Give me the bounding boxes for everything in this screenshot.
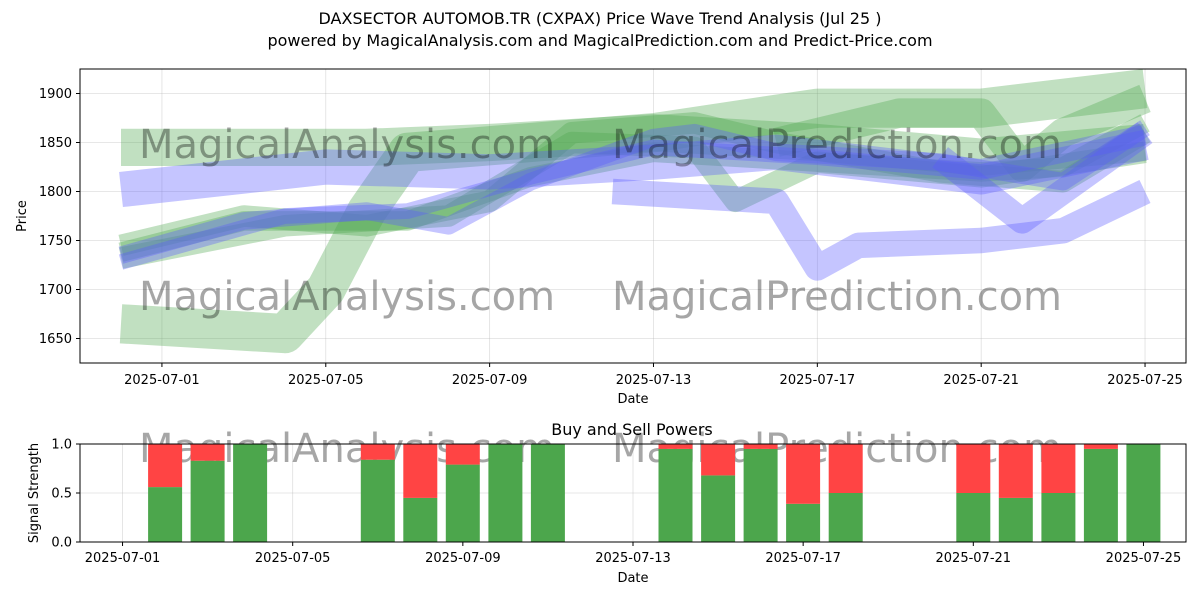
- price-y-tick-label: 1800: [39, 185, 72, 200]
- price-wave-band-blue-10: [932, 122, 1153, 234]
- price-x-tick-label: 2025-07-17: [780, 373, 856, 388]
- power-x-tick-label: 2025-07-25: [1106, 551, 1182, 566]
- power-chart-title: Buy and Sell Powers: [551, 420, 713, 439]
- price-y-tick-label: 1850: [39, 136, 72, 151]
- power-x-tick-label: 2025-07-17: [765, 551, 841, 566]
- price-x-tick-label: 2025-07-13: [616, 373, 692, 388]
- buy-power-bar: [445, 464, 480, 542]
- price-wave-band-green-4: [118, 131, 1147, 269]
- price-y-tick-label: 1650: [39, 332, 72, 347]
- buy-power-bar: [233, 444, 268, 542]
- sell-power-bar: [1041, 444, 1076, 493]
- price-x-axis-label: Date: [617, 392, 648, 407]
- price-x-ticks: 2025-07-01 2025-07-05 2025-07-09 2025-07-13…: [124, 363, 1183, 388]
- sell-power-bar: [956, 444, 991, 493]
- buy-power-bar: [148, 487, 183, 542]
- sell-power-bar: [701, 444, 736, 476]
- power-chart: Buy and Sell Powers MagicalAnalysis.comM…: [27, 420, 1187, 586]
- price-chart: MagicalAnalysis.com MagicalPrediction.com…: [15, 68, 1187, 407]
- sell-power-bar: [658, 444, 693, 449]
- chart-subtitle: powered by MagicalAnalysis.com and Magic…: [267, 31, 933, 50]
- sell-power-bar: [403, 444, 438, 498]
- sell-power-bar: [786, 444, 821, 504]
- price-wave-band-green-2: [118, 112, 1151, 256]
- buy-power-bar: [1083, 448, 1118, 542]
- sell-power-bar: [360, 444, 395, 460]
- buy-power-bar: [190, 460, 225, 542]
- chart-title: DAXSECTOR AUTOMOB.TR (CXPAX) Price Wave …: [318, 9, 882, 28]
- watermark-text: MagicalAnalysis.com: [139, 122, 555, 168]
- price-wave-band-blue-6: [119, 125, 1149, 208]
- price-grid: [80, 69, 1186, 363]
- price-y-tick-label: 1750: [39, 234, 72, 249]
- power-x-tick-label: 2025-07-05: [255, 551, 331, 566]
- power-x-ticks: 2025-07-01 2025-07-05 2025-07-09 2025-07-13…: [85, 542, 1181, 566]
- watermark-text: MagicalPrediction.com: [612, 274, 1062, 320]
- power-y-ticks: 0.0 0.5 1.0: [51, 438, 80, 551]
- buy-power-bar: [658, 448, 693, 542]
- buy-power-bar: [828, 493, 863, 542]
- power-x-tick-label: 2025-07-13: [595, 551, 671, 566]
- price-wave-bands: [118, 69, 1153, 354]
- price-wave-band-blue-9: [611, 178, 1151, 281]
- price-y-tick-label: 1900: [39, 87, 72, 102]
- buy-power-bar: [743, 448, 778, 542]
- price-wave-band-blue-7: [118, 120, 1150, 264]
- sell-power-bar: [828, 444, 863, 493]
- buy-power-bar: [998, 497, 1033, 542]
- buy-power-bar: [403, 497, 438, 542]
- price-x-tick-label: 2025-07-01: [124, 373, 200, 388]
- price-x-tick-label: 2025-07-05: [288, 373, 364, 388]
- buy-power-bar: [701, 475, 736, 542]
- buy-power-bar: [956, 493, 991, 542]
- price-plot-frame: [79, 68, 1187, 364]
- power-y-tick-label: 0.5: [51, 487, 72, 502]
- watermark-text: MagicalPrediction.com: [612, 122, 1062, 168]
- price-x-tick-label: 2025-07-09: [452, 373, 528, 388]
- power-y-tick-label: 1.0: [51, 438, 72, 453]
- sell-power-bar: [743, 444, 778, 449]
- power-x-axis-label: Date: [617, 571, 648, 586]
- price-x-tick-label: 2025-07-25: [1107, 373, 1183, 388]
- price-wave-band-green-1: [121, 114, 1147, 176]
- price-watermarks: MagicalAnalysis.com MagicalPrediction.com…: [139, 122, 1062, 320]
- price-wave-band-green-3: [118, 114, 1150, 262]
- buy-power-bar: [360, 459, 395, 542]
- sell-power-bar: [998, 444, 1033, 498]
- price-y-axis-label: Price: [15, 200, 30, 232]
- price-y-ticks: 1650 1700 1750 1800 1850 1900: [39, 87, 80, 347]
- price-wave-band-green-0: [119, 69, 1148, 354]
- sell-power-bar: [190, 444, 225, 461]
- buy-power-bar: [786, 503, 821, 542]
- power-y-tick-label: 0.0: [51, 536, 72, 551]
- price-wave-band-blue-8: [118, 129, 1147, 270]
- power-bars: [148, 444, 1161, 542]
- sell-power-bar: [445, 444, 480, 465]
- watermark-text: MagicalAnalysis.com: [139, 274, 555, 320]
- buy-power-bar: [530, 444, 565, 542]
- power-y-axis-label: Signal Strength: [27, 443, 42, 543]
- price-y-tick-label: 1700: [39, 283, 72, 298]
- buy-power-bar: [1041, 493, 1076, 542]
- power-x-tick-label: 2025-07-09: [425, 551, 501, 566]
- price-x-tick-label: 2025-07-21: [943, 373, 1019, 388]
- sell-power-bar: [1083, 444, 1118, 449]
- power-x-tick-label: 2025-07-01: [85, 551, 161, 566]
- power-x-tick-label: 2025-07-21: [936, 551, 1012, 566]
- buy-power-bar: [488, 444, 523, 542]
- sell-power-bar: [148, 444, 183, 488]
- buy-power-bar: [1126, 444, 1161, 542]
- price-wave-band-green-5: [772, 84, 1151, 182]
